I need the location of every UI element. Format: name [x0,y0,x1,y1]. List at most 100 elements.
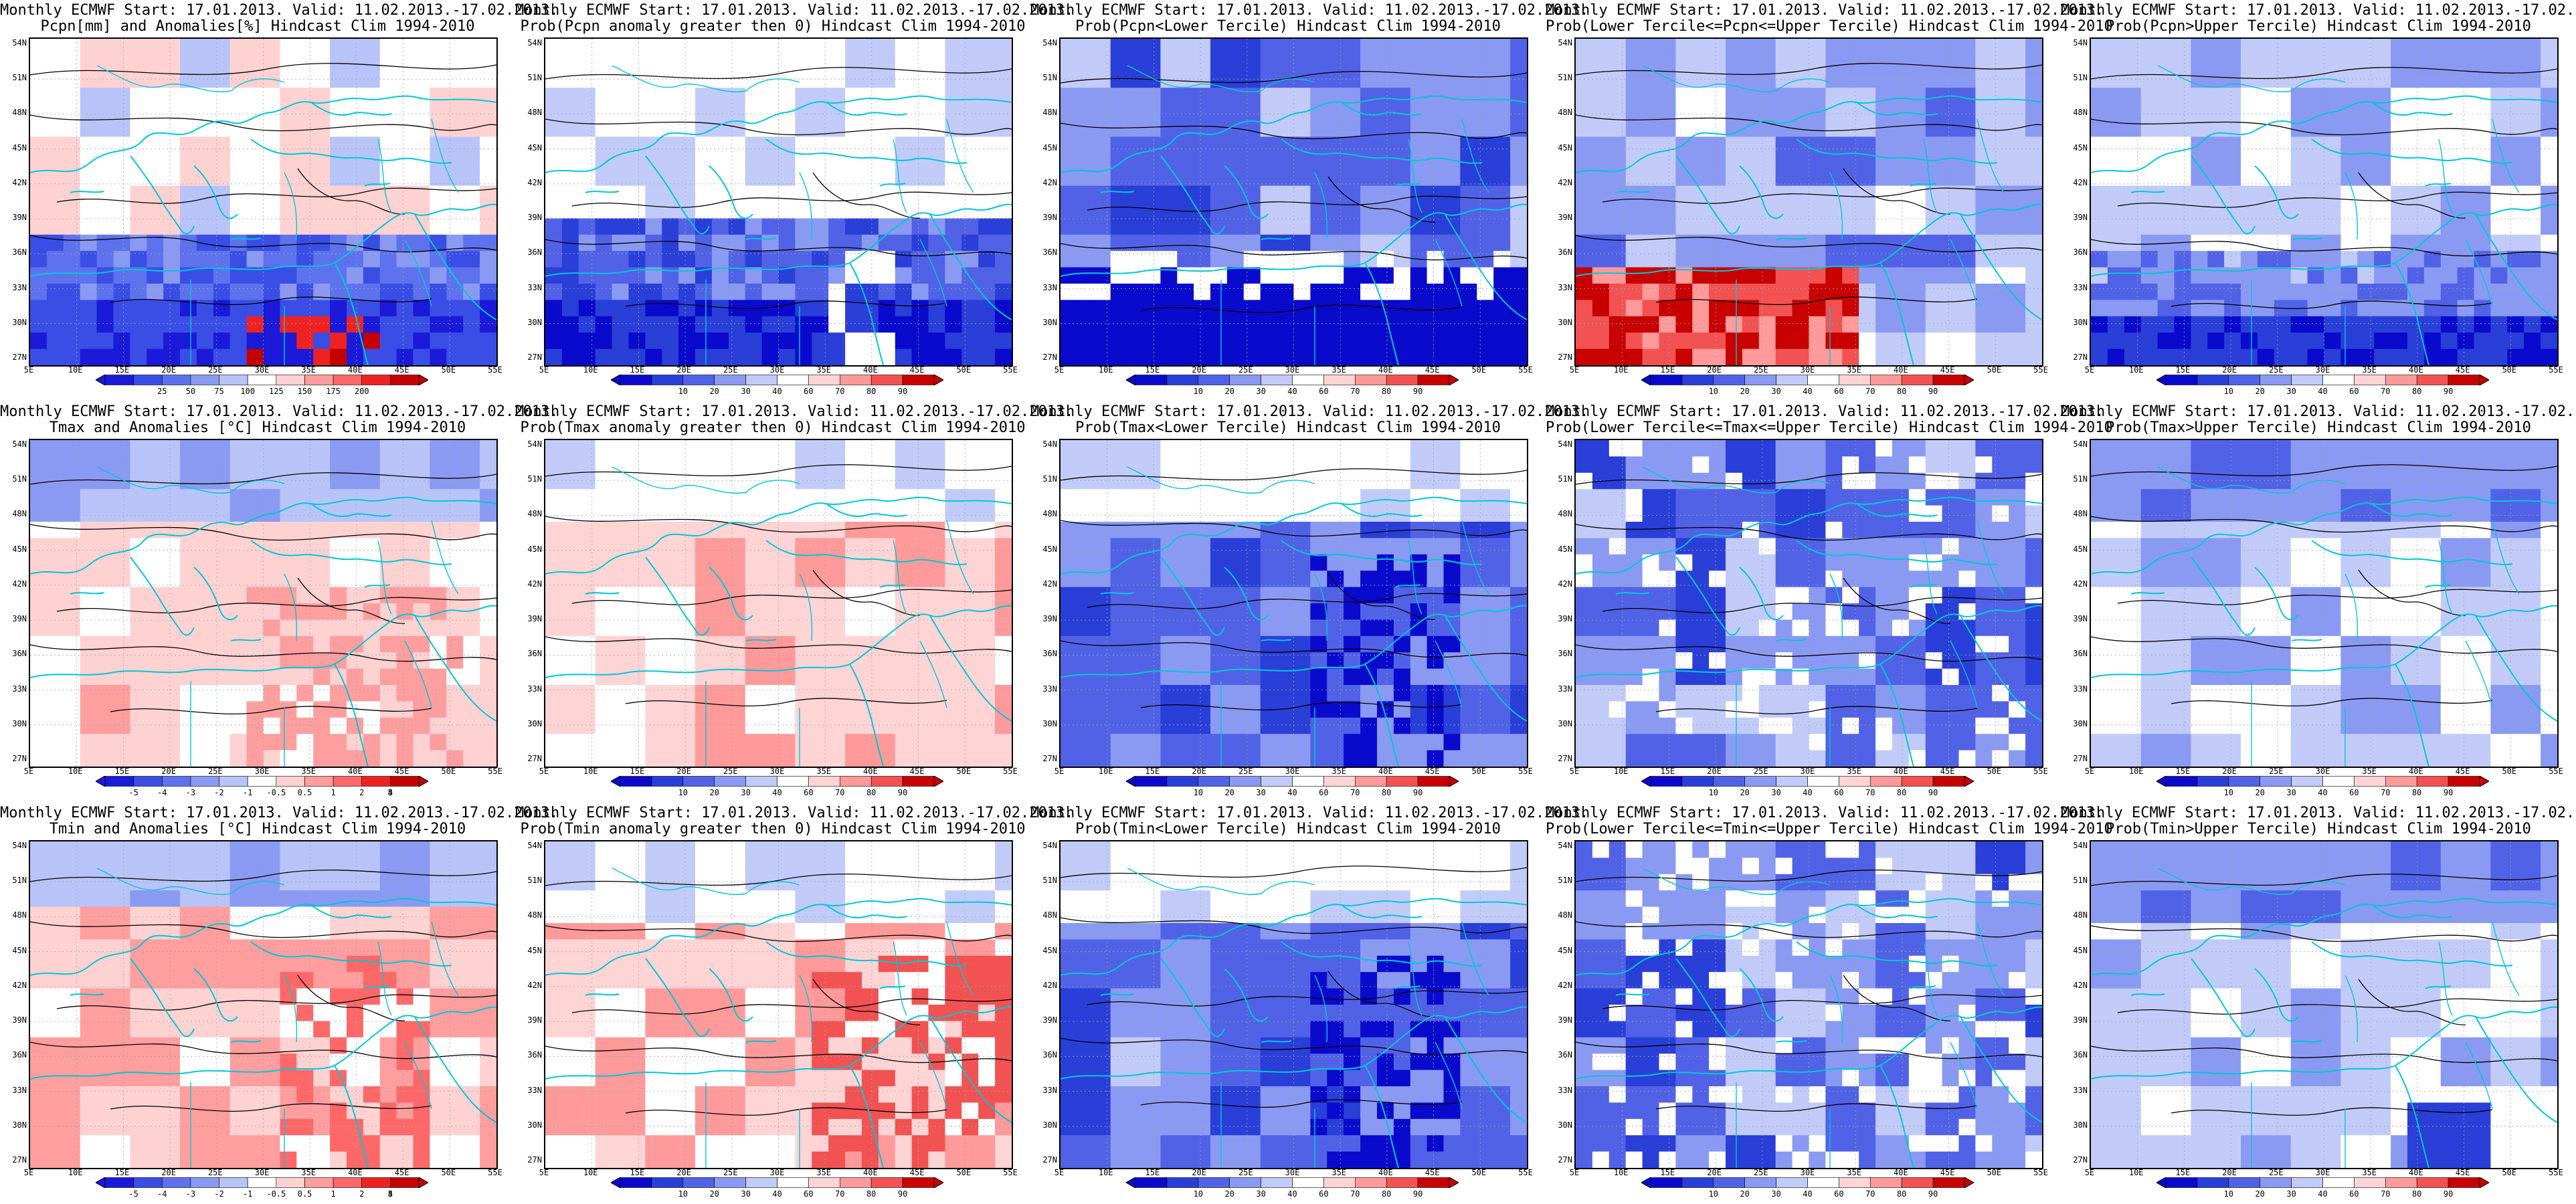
field-cell [1226,332,1245,350]
country-border [745,78,800,92]
field-cell [2257,71,2275,88]
field-cell [728,348,746,365]
field-cell [263,522,281,539]
field-cell [1344,39,1361,56]
field-cell [711,685,729,702]
field-cell [862,348,879,365]
field-cell [795,587,813,604]
field-cell [612,300,630,317]
field-cell [678,587,696,604]
field-cell [1975,218,1993,235]
field-cell [745,55,763,72]
field-cell [413,88,431,105]
field-cell [1859,218,1876,235]
country-border [745,480,800,493]
field-cell [480,104,496,121]
field-cell [2357,234,2375,252]
field-cell [1061,472,1078,490]
field-cell [862,571,879,588]
longitude-label: 25E [2268,365,2284,375]
colorbar-tick-label: 70 [835,788,845,797]
field-cell [828,701,846,718]
field-cell [330,456,347,474]
panel-title-line2: Prob(Tmax<Lower Tercile) Hindcast Clim 1… [1075,419,1501,436]
field-cell [396,456,414,474]
field-cell [2290,88,2308,105]
field-cell [561,717,579,734]
field-cell [163,668,181,686]
field-cell [80,717,98,734]
field-cell [1344,120,1361,138]
field-cell [1226,538,1245,555]
field-cell [2124,104,2142,121]
colorbar-segment [1681,375,1714,385]
field-cell [1477,234,1494,252]
field-cell [1410,120,1428,138]
field-cell [180,635,197,653]
field-cell [130,71,148,88]
field-cell [313,750,331,767]
field-cell [911,522,929,539]
map-area [29,37,498,367]
longitude-label: 55E [488,365,502,375]
field-cell [1194,348,1211,365]
field-cell [612,619,630,637]
field-cell [745,267,763,284]
field-cell [1061,120,1078,138]
field-cell [1127,202,1145,219]
field-cell [2009,153,2026,170]
field-cell [578,218,596,235]
field-cell [2191,218,2209,235]
field-cell [995,267,1012,284]
field-cell [363,71,381,88]
field-cell [2025,153,2042,170]
longitude-label: 50E [1471,767,1487,776]
field-cell [280,603,298,621]
field-cell [196,153,214,170]
field-cell [280,554,298,571]
field-cell [2274,120,2292,138]
field-cell [2340,218,2359,235]
field-cell [2307,348,2325,365]
field-cell [2324,202,2342,219]
field-cell [595,185,613,203]
field-cell [595,505,613,522]
field-cell [1576,185,1593,203]
field-cell [2274,55,2292,72]
field-cell [2524,153,2541,170]
contour-line [545,464,1012,477]
field-cell [928,505,946,522]
field-cell [2474,88,2492,105]
field-cell [1477,251,1494,268]
field-cell [812,153,829,170]
latitude-label: 30N [1042,317,1057,327]
field-cell [1360,571,1378,588]
field-cell [2107,332,2125,350]
latitude-label: 54N [1042,38,1057,47]
field-cell [1427,619,1445,637]
field-cell [1675,300,1693,317]
latitude-label: 48N [527,108,542,118]
field-cell [30,136,48,154]
field-cell [1393,234,1411,252]
field-cell [430,104,448,121]
field-cell [229,104,248,121]
field-cell [1344,218,1361,235]
field-cell [363,456,381,474]
field-cell [1194,472,1211,490]
field-cell [413,717,431,734]
field-cell [1608,120,1627,138]
country-border [2344,172,2359,240]
field-cell [812,332,829,350]
field-cell [1775,104,1793,121]
field-cell [2091,284,2108,301]
field-cell [1859,136,1876,154]
field-cell [1093,668,1111,686]
field-cell [1210,55,1228,72]
field-cell [163,685,181,702]
latitude-label: 36N [12,649,27,659]
field-cell [396,55,414,72]
field-cell [396,505,414,522]
field-cell [862,522,879,539]
colorbar-segment [682,375,715,385]
